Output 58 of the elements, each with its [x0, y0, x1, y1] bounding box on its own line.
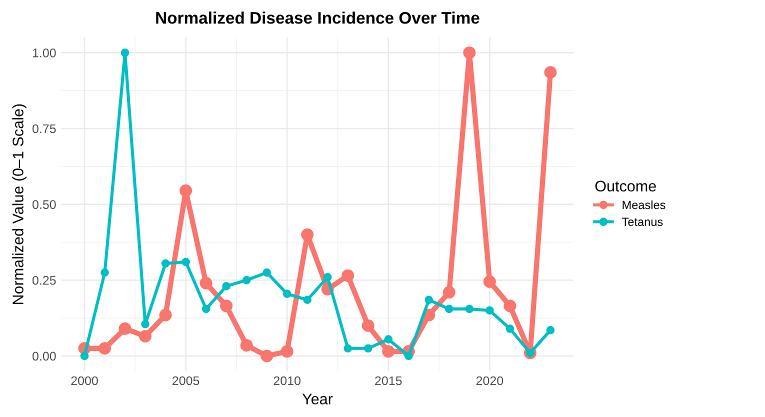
- x-tick-label: 2015: [375, 376, 402, 386]
- point: [303, 296, 312, 304]
- point: [424, 296, 434, 304]
- point: [161, 259, 170, 268]
- point: [504, 300, 516, 312]
- point: [486, 306, 494, 315]
- point: [444, 304, 454, 314]
- point: [220, 300, 233, 312]
- x-tick-label: 2010: [274, 376, 301, 386]
- point: [282, 290, 292, 298]
- x-axis-title: Year: [302, 394, 333, 404]
- point: [120, 48, 130, 57]
- point: [463, 46, 476, 59]
- chart-title: Normalized Disease Incidence Over Time: [156, 12, 480, 24]
- y-tick-label: 0.25: [32, 276, 56, 285]
- legend-label: Tetanus: [622, 218, 663, 226]
- y-tick-label: 0.00: [32, 352, 56, 361]
- y-tick-label: 0.50: [32, 200, 56, 209]
- y-axis-title: Normalized Value (0–1 Scale): [12, 104, 26, 304]
- point: [442, 286, 456, 299]
- point: [180, 184, 192, 197]
- point: [118, 322, 132, 335]
- point: [323, 272, 332, 282]
- point: [384, 335, 393, 344]
- point: [139, 330, 152, 343]
- x-tick-label: 2000: [71, 376, 98, 386]
- point: [200, 276, 212, 290]
- point: [404, 352, 413, 360]
- y-tick-label: 0.75: [32, 124, 56, 134]
- point: [301, 228, 314, 241]
- x-tick-label: 2020: [476, 376, 504, 386]
- point: [544, 66, 557, 79]
- point: [262, 268, 271, 277]
- y-tick-label: 1.00: [32, 48, 56, 58]
- point: [240, 339, 253, 352]
- legend-title: Outcome: [595, 180, 656, 192]
- point: [98, 342, 112, 355]
- point: [80, 352, 89, 360]
- point: [242, 276, 251, 284]
- point: [364, 344, 372, 353]
- point: [159, 308, 172, 322]
- point: [382, 345, 395, 358]
- legend-label: Measles: [622, 200, 666, 210]
- point: [222, 282, 230, 290]
- point: [344, 344, 352, 353]
- point: [546, 326, 555, 334]
- point: [362, 319, 374, 332]
- point: [141, 320, 150, 328]
- point: [280, 345, 294, 358]
- point: [483, 275, 496, 288]
- point: [342, 269, 354, 282]
- point: [506, 324, 514, 333]
- point: [202, 304, 210, 314]
- point: [465, 304, 474, 314]
- x-tick-label: 2005: [172, 376, 200, 386]
- point: [100, 268, 109, 277]
- point: [260, 350, 274, 362]
- point: [182, 258, 190, 266]
